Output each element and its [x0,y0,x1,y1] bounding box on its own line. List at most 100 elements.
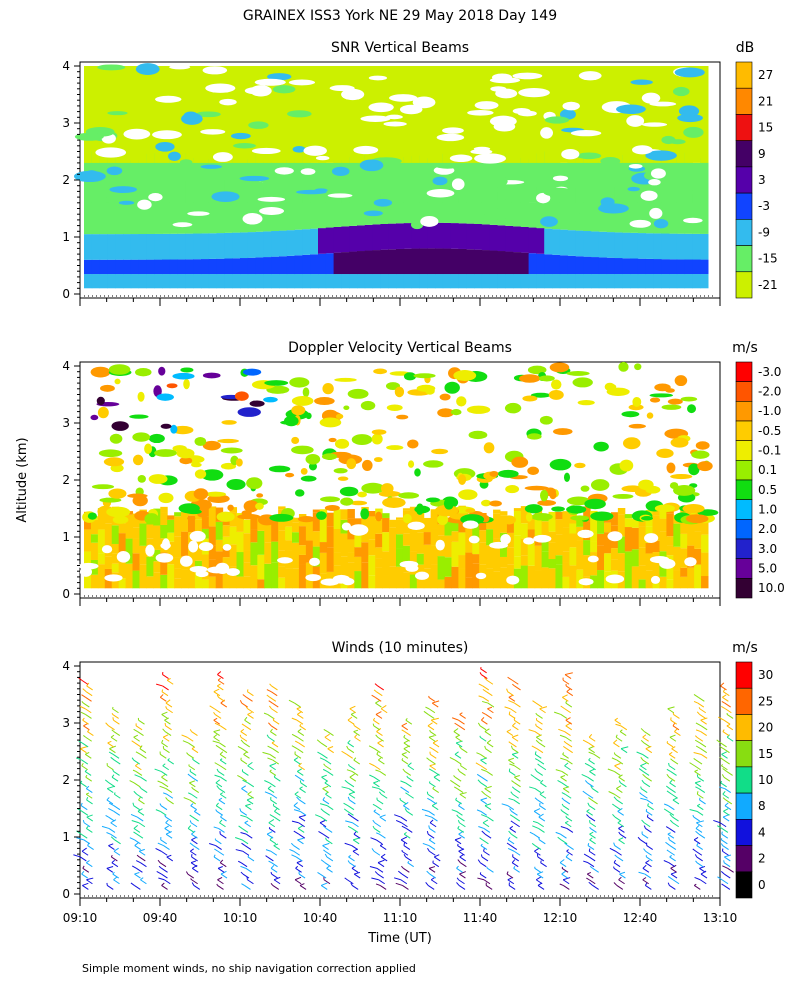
wind-barb-flag [640,788,648,793]
snr-cell [185,233,194,260]
wind-barb [561,792,566,795]
doppler-cell [396,517,404,520]
doppler-cell [486,545,494,569]
doppler-gap [435,539,445,551]
snr-blob [536,192,551,204]
wind-barb [191,882,195,886]
wind-barb [584,762,590,767]
wind-barb [425,882,429,886]
doppler-cell [555,534,563,556]
snr-blob [274,167,294,175]
wind-barb [645,745,652,750]
snr-cell [193,158,202,203]
wind-barb [159,694,164,698]
snr-cell [333,274,342,289]
wind-barb-flag [112,714,119,719]
snr-cell [185,274,194,289]
snr-cell [91,234,101,260]
doppler-blob [456,396,467,407]
doppler-cell [451,531,459,542]
wind-barb [692,848,697,852]
wind-barb [695,786,700,789]
snr-cell [240,274,249,289]
wind-barb-flag [219,759,227,765]
wind-barb [341,750,347,755]
wind-barb-flag [588,816,596,822]
wind-barb [162,728,166,732]
wind-barb-flag [106,788,114,793]
snr-blob [483,212,510,220]
snr-cell [286,274,296,289]
snr-cell [216,194,225,234]
snr-cell [271,231,280,257]
wind-barb-flag [645,776,652,782]
wind-barb [159,803,162,806]
wind-barb [588,881,593,886]
doppler-gap [305,574,321,582]
snr-cell [91,188,101,235]
wind-barb [405,792,408,795]
doppler-cell [84,529,92,552]
snr-cell [325,253,335,275]
wind-barb-flag [723,776,731,782]
wind-barb-flag [299,810,307,816]
doppler-cell [479,530,487,543]
snr-cell [310,192,319,229]
wind-barb-flag [484,833,492,839]
wind-barb [695,860,698,863]
snr-cell [201,160,210,203]
doppler-blob [302,387,310,398]
snr-cell [505,225,514,252]
snr-blob [420,216,439,227]
wind-barb [640,756,644,761]
snr-cell [169,274,179,289]
snr-blob [649,207,663,219]
wind-barb [558,728,565,733]
wind-barb [484,728,490,732]
wind-barb-flag [247,714,254,719]
doppler-cell [562,551,570,563]
wind-barb [133,728,138,732]
doppler-colorbar-label: -0.5 [758,424,781,438]
doppler-cell [389,547,397,567]
wind-barb [316,739,322,744]
doppler-blob [524,485,549,491]
snr-cell [700,274,709,289]
wind-barb-flag [298,816,306,822]
wind-barb [508,694,513,698]
doppler-blob [220,447,243,454]
doppler-cell [666,536,674,546]
wind-barb [269,762,277,767]
doppler-cell [562,562,570,577]
wind-barb-flag [427,885,435,890]
wind-barb-flag [191,839,198,845]
wind-barb [266,831,273,835]
wind-barb-flag [137,810,145,816]
doppler-cell [687,520,695,546]
snr-cell [536,186,545,229]
wind-barb-flag [539,839,546,845]
wind-barb [374,683,379,687]
snr-cell [692,233,701,260]
snr-cell [669,233,678,260]
wind-barb-flag [643,742,651,748]
wind-barb [480,854,483,858]
wind-barb-flag [189,850,197,856]
wind-barb-flag [83,839,91,845]
wind-barb-flag [213,731,220,736]
doppler-cell [493,509,501,514]
wind-barb-flag [428,845,436,850]
doppler-cell [409,507,418,529]
doppler-blob [550,379,562,390]
wind-barb-flag [159,862,167,868]
snr-cell [99,187,108,235]
snr-cell [232,66,241,163]
snr-cell [474,154,483,203]
wind-barb [270,883,274,886]
wind-barb [182,740,189,744]
snr-cell [552,66,561,163]
wind-barb [240,871,244,875]
snr-cell [91,259,101,275]
doppler-cell [389,519,397,528]
